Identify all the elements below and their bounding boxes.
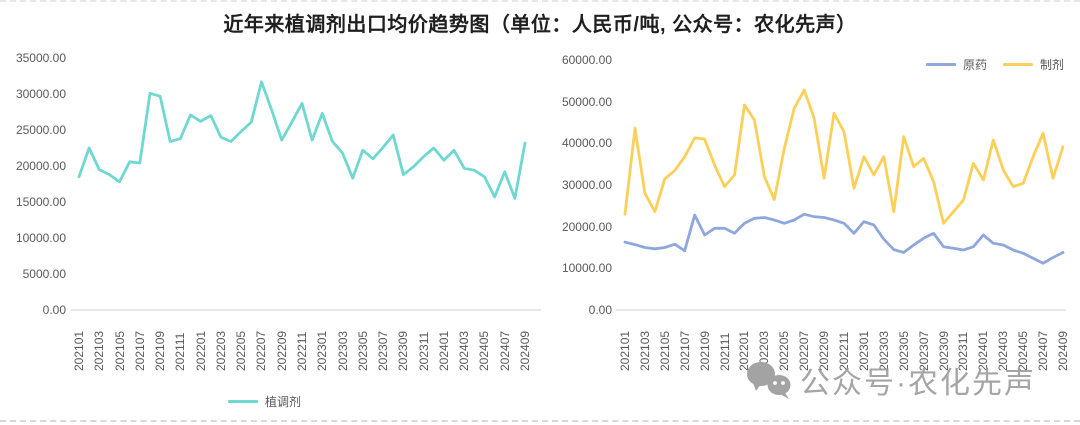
series-line-制剂 — [623, 88, 1065, 225]
y-tick-label: 50000.00 — [561, 94, 612, 109]
page-title: 近年来植调剂出口均价趋势图（单位：人民币/吨, 公众号：农化先声） — [223, 14, 857, 36]
legend-item-technical: 原药 — [926, 56, 987, 73]
legend-swatch-regulator — [228, 400, 258, 403]
legend-left-chart: 植调剂 — [228, 393, 301, 410]
y-tick-label: 20000.00 — [15, 159, 66, 173]
top-dashed-edge — [0, 0, 1080, 2]
watermark-text: 公众号·农化先声 — [800, 367, 1036, 400]
x-tick-label: 202109 — [153, 330, 168, 371]
x-tick-label: 202409 — [1056, 330, 1070, 371]
watermark: 公众号·农化先声 — [746, 358, 1036, 402]
x-tick-label: 202201 — [193, 330, 208, 371]
x-tick-label: 202209 — [274, 330, 289, 371]
x-tick-label: 202101 — [72, 330, 86, 371]
x-tick-label: 202211 — [295, 331, 309, 371]
x-tick-label: 202407 — [1036, 330, 1051, 371]
legend-right-chart: 原药 制剂 — [926, 56, 1064, 73]
wechat-chat-bubbles-icon — [747, 362, 791, 399]
x-tick-label: 202401 — [436, 330, 451, 371]
x-tick-label: 202407 — [497, 330, 512, 371]
x-tick-label: 202107 — [677, 330, 692, 371]
x-tick-label: 202309 — [396, 330, 411, 371]
y-tick-label: 60000.00 — [561, 53, 612, 67]
y-tick-label: 25000.00 — [15, 123, 66, 137]
legend-item-formulation: 制剂 — [1003, 56, 1064, 73]
y-tick-label: 40000.00 — [561, 136, 612, 151]
x-tick-label: 202101 — [618, 330, 632, 371]
x-tick-label: 202409 — [518, 330, 532, 371]
series-line-原药 — [623, 212, 1065, 265]
x-tick-label: 202301 — [315, 330, 330, 371]
y-tick-label: 30000.00 — [561, 178, 612, 192]
x-tick-label: 202105 — [112, 330, 127, 371]
x-tick-label: 202311 — [416, 331, 431, 371]
x-tick-label: 202305 — [355, 330, 370, 371]
y-tick-label: 10000.00 — [561, 261, 612, 276]
x-tick-label: 202303 — [335, 330, 350, 371]
y-tick-label: 0.00 — [588, 303, 612, 317]
x-tick-label: 202203 — [213, 330, 228, 371]
x-tick-label: 202207 — [254, 330, 269, 371]
legend-label-technical: 原药 — [963, 58, 988, 72]
x-tick-label: 202205 — [234, 330, 249, 371]
series-line-植调剂 — [77, 80, 527, 200]
legend-swatch-technical — [926, 63, 956, 66]
legend-item-regulator: 植调剂 — [228, 393, 301, 410]
x-tick-label: 202103 — [92, 330, 107, 371]
y-tick-label: 20000.00 — [561, 219, 612, 234]
y-tick-label: 0.00 — [42, 303, 66, 317]
y-tick-label: 5000.00 — [22, 267, 66, 281]
x-tick-label: 202109 — [697, 330, 712, 371]
legend-label-regulator: 植调剂 — [265, 395, 302, 409]
x-tick-label: 202403 — [457, 330, 472, 371]
y-tick-label: 10000.00 — [15, 231, 66, 245]
x-tick-label: 202107 — [132, 330, 147, 371]
x-tick-label: 202103 — [637, 330, 652, 371]
x-tick-label: 202405 — [477, 330, 492, 371]
x-tick-label: 202307 — [376, 330, 391, 371]
x-tick-label: 202111 — [173, 332, 188, 371]
y-tick-label: 30000.00 — [15, 87, 66, 101]
legend-label-formulation: 制剂 — [1040, 58, 1065, 72]
x-tick-label: 202111 — [717, 332, 732, 371]
y-tick-label: 15000.00 — [15, 195, 66, 209]
x-tick-label: 202105 — [657, 330, 672, 371]
bottom-dashed-edge — [0, 420, 1080, 422]
legend-swatch-formulation — [1003, 63, 1034, 66]
y-tick-label: 35000.00 — [15, 51, 66, 65]
